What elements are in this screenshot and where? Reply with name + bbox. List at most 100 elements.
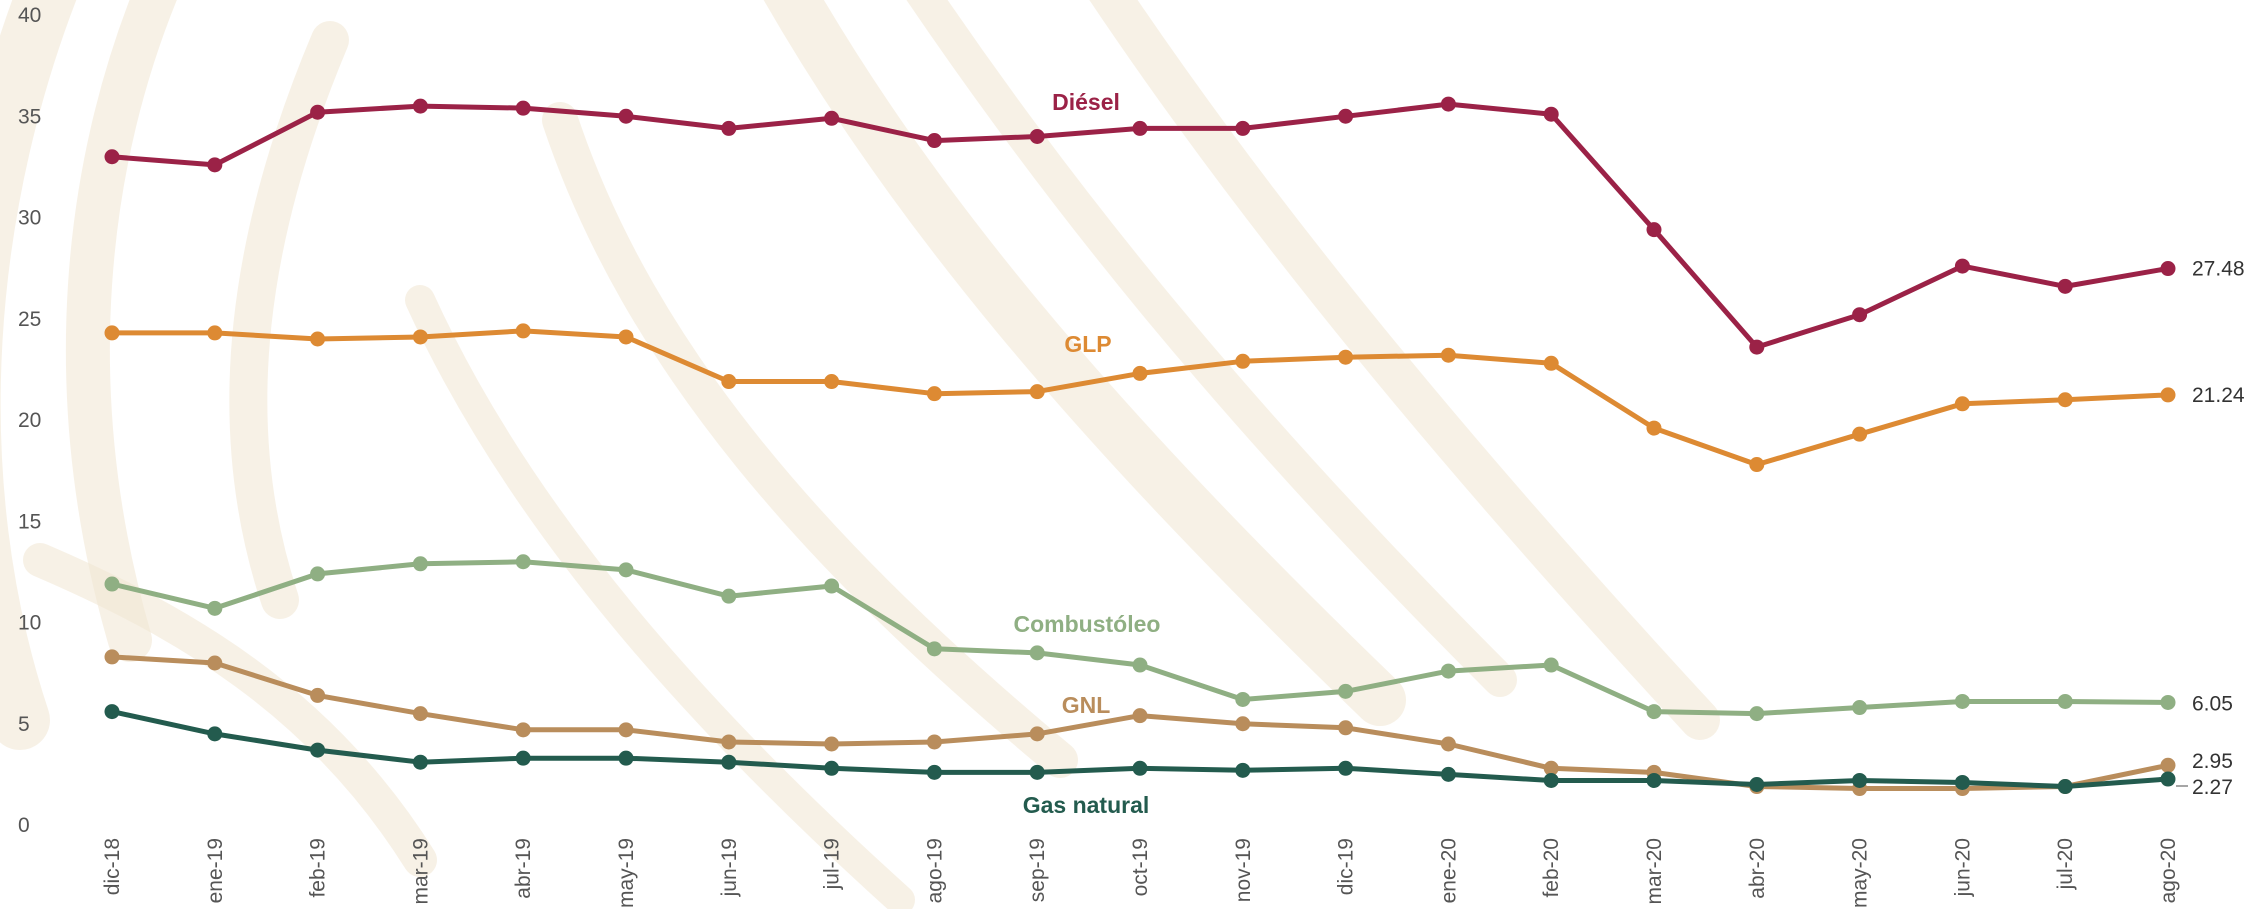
data-point	[721, 374, 737, 390]
data-point	[1132, 760, 1148, 776]
data-point	[515, 100, 531, 116]
data-point	[1029, 764, 1045, 780]
data-point	[1235, 120, 1251, 136]
y-tick-label: 25	[18, 308, 41, 331]
series-line	[109, 559, 2171, 717]
data-point	[1749, 339, 1765, 355]
data-point	[310, 104, 326, 120]
data-point	[618, 722, 634, 738]
data-point	[1646, 222, 1662, 238]
y-axis-ticks: 0 5 10 15 20 25 30 35 40	[18, 4, 41, 837]
data-point	[824, 578, 840, 594]
data-point	[1132, 708, 1148, 724]
series-name-label: GNL	[1062, 692, 1111, 718]
data-point	[310, 331, 326, 347]
decoration-stroke	[65, 0, 177, 662]
data-point	[515, 323, 531, 339]
data-point	[1954, 774, 1970, 790]
series-name-label: Combustóleo	[1014, 611, 1161, 637]
data-point	[1235, 353, 1251, 369]
data-point	[2057, 392, 2073, 408]
end-value-label: 27.48	[2192, 258, 2245, 281]
series-1	[104, 323, 2176, 473]
data-point	[721, 120, 737, 136]
data-point	[1852, 426, 1868, 442]
data-point	[1543, 657, 1559, 673]
x-tick-label: mar-19	[409, 838, 432, 905]
data-point	[1954, 396, 1970, 412]
data-point	[1852, 772, 1868, 788]
data-point	[1029, 384, 1045, 400]
y-tick-label: 0	[18, 814, 30, 837]
data-point	[1338, 720, 1354, 736]
data-point	[104, 576, 120, 592]
data-point	[1338, 760, 1354, 776]
data-point	[1646, 420, 1662, 436]
data-point	[618, 108, 634, 124]
x-tick-label: oct-19	[1129, 838, 1152, 896]
data-point	[104, 649, 120, 665]
x-tick-label: dic-19	[1335, 838, 1358, 895]
y-tick-label: 10	[18, 612, 41, 635]
data-point	[824, 110, 840, 126]
y-tick-label: 5	[18, 713, 30, 736]
data-point	[1543, 772, 1559, 788]
y-tick-label: 30	[18, 207, 41, 230]
data-point	[2160, 261, 2176, 277]
data-point	[2057, 278, 2073, 294]
data-point	[1440, 96, 1456, 112]
data-point	[1646, 704, 1662, 720]
decoration-stroke	[0, 0, 77, 750]
end-value-label: 2.27	[2192, 776, 2233, 799]
data-point	[824, 736, 840, 752]
data-point	[824, 374, 840, 390]
data-point	[1954, 258, 1970, 274]
data-point	[1338, 349, 1354, 365]
data-point	[824, 760, 840, 776]
data-point	[1954, 693, 1970, 709]
data-point	[515, 750, 531, 766]
data-point	[515, 554, 531, 570]
data-point	[1852, 307, 1868, 323]
data-point	[207, 726, 223, 742]
end-value-label: 21.24	[2192, 384, 2245, 407]
series-group	[104, 96, 2176, 797]
series-labels: Diésel GLP Combustóleo GNL Gas natural 27.48 2…	[1014, 89, 2245, 818]
x-tick-label: may-20	[1849, 838, 1872, 908]
data-point	[310, 742, 326, 758]
x-tick-label: feb-19	[307, 838, 330, 898]
data-point	[926, 734, 942, 750]
data-point	[1132, 365, 1148, 381]
data-point	[1543, 355, 1559, 371]
x-tick-label: abr-19	[512, 838, 535, 899]
data-point	[104, 325, 120, 341]
data-point	[2160, 694, 2176, 710]
data-point	[1338, 683, 1354, 699]
data-point	[2160, 757, 2176, 773]
x-tick-label: nov-19	[1232, 838, 1255, 902]
x-tick-label: ago-20	[2157, 838, 2180, 903]
end-value-label: 2.95	[2192, 750, 2233, 773]
data-point	[1029, 645, 1045, 661]
x-tick-label: ago-19	[923, 838, 946, 903]
data-point	[1749, 457, 1765, 473]
data-point	[104, 704, 120, 720]
data-point	[1029, 726, 1045, 742]
data-point	[2160, 771, 2176, 787]
x-tick-label: ene-20	[1437, 838, 1460, 903]
data-point	[207, 600, 223, 616]
x-tick-label: sep-19	[1026, 838, 1049, 902]
data-point	[1749, 777, 1765, 792]
data-point	[207, 157, 223, 173]
x-tick-label: abr-20	[1746, 838, 1769, 899]
data-point	[1543, 106, 1559, 122]
data-point	[618, 562, 634, 578]
x-tick-label: may-19	[615, 838, 638, 908]
series-name-label: GLP	[1064, 331, 1111, 357]
data-point	[1132, 657, 1148, 673]
series-3	[104, 649, 2176, 797]
data-point	[721, 588, 737, 604]
series-name-label: Gas natural	[1023, 792, 1150, 818]
x-tick-label: feb-20	[1540, 838, 1563, 898]
decoration-stroke	[906, 0, 1517, 697]
